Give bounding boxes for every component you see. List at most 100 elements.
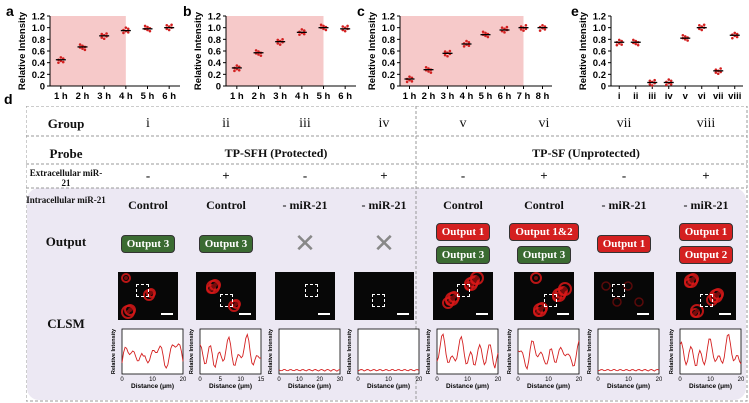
y-tick-label: 0.6 xyxy=(32,47,45,58)
data-point xyxy=(731,36,734,40)
data-point xyxy=(59,56,63,59)
scale-bar xyxy=(239,313,251,315)
profile-xtick-label: 10 xyxy=(296,377,303,383)
x-tick-label: v xyxy=(683,91,689,100)
roi-box xyxy=(457,284,470,297)
cell-core xyxy=(716,292,720,296)
profile-xtick-label: 0 xyxy=(198,377,202,383)
intracellular-value: - miR-21 xyxy=(601,198,647,212)
data-point xyxy=(102,37,106,41)
x-tick-label: 2 h xyxy=(76,91,90,100)
data-point xyxy=(126,27,130,31)
y-tick-label: 0.4 xyxy=(382,58,396,69)
panel-d-table: Group Probe Extracellular miR-21 Intrace… xyxy=(26,106,748,402)
y-tick-label: 1.2 xyxy=(208,12,221,23)
cell-signal xyxy=(124,304,136,316)
profile-ylabel: Relative Intensity xyxy=(189,328,195,374)
profile-xtick-label: 30 xyxy=(337,377,343,383)
y-tick-label: 0.8 xyxy=(32,35,45,46)
cell-signal xyxy=(448,291,460,303)
data-point xyxy=(636,43,640,47)
clsm-image xyxy=(196,272,256,320)
profile-xlabel: Distance (μm) xyxy=(446,383,489,390)
data-point xyxy=(700,28,704,32)
profile-xtick-label: 10 xyxy=(707,377,714,383)
cell-signal xyxy=(121,273,131,283)
profile-line xyxy=(278,369,341,372)
group-label: vi xyxy=(538,116,550,131)
x-tick-label: 3 h xyxy=(97,91,111,100)
x-tick-label: i xyxy=(618,91,621,100)
x-tick-label: 6 h xyxy=(498,91,512,100)
cell-signal xyxy=(470,272,484,285)
extracellular-value: + xyxy=(702,168,710,183)
data-point xyxy=(714,71,718,74)
x-tick-label: 5 h xyxy=(141,91,155,100)
output-cell: Output 3 xyxy=(108,234,188,257)
data-point xyxy=(541,24,544,27)
data-point xyxy=(257,53,260,56)
chart-a: 00.20.40.60.81.01.2 Relative Intensity 1 h… xyxy=(17,11,180,100)
no-output-icon: ✕ xyxy=(373,229,395,259)
data-point xyxy=(443,50,447,53)
output-cell: Output 1 xyxy=(584,234,664,257)
y-tick-label: 0.6 xyxy=(208,47,221,58)
group-label: iii xyxy=(299,116,311,131)
cell-signal xyxy=(634,297,644,307)
y-tick-label: 0.8 xyxy=(382,35,395,46)
roi-box xyxy=(136,284,149,297)
data-point xyxy=(146,25,149,29)
profile-xtick-label: 20 xyxy=(495,377,501,383)
data-point xyxy=(61,60,65,64)
data-point xyxy=(698,24,701,27)
row-header-group: Group xyxy=(47,116,85,131)
output-badge: Output 3 xyxy=(516,246,572,264)
profile-ylabel: Relative Intensity xyxy=(587,328,593,374)
output-cell: ✕ xyxy=(344,231,424,257)
data-point xyxy=(408,75,411,78)
output-cell: Output 3 xyxy=(186,234,266,257)
data-point xyxy=(81,47,84,50)
y-axis-label: Relative Intensity xyxy=(17,11,28,90)
data-point xyxy=(100,32,104,36)
data-point xyxy=(486,35,490,39)
row-header-extracellular: Extracellular miR-21 xyxy=(29,168,103,188)
intracellular-value: Control xyxy=(206,198,246,212)
x-tick-label: iv xyxy=(665,91,674,100)
output-cell: Output 1&2 Output 3 xyxy=(504,222,584,268)
profile-frame xyxy=(357,328,420,375)
cell-signal xyxy=(209,279,221,291)
data-point xyxy=(719,67,722,70)
extracellular-value: + xyxy=(222,168,230,183)
profile-frame xyxy=(597,328,660,375)
data-point xyxy=(235,64,239,67)
data-point xyxy=(448,49,452,53)
scale-bar xyxy=(637,313,649,315)
extracellular-value: - xyxy=(621,168,627,183)
roi-box xyxy=(700,294,713,307)
data-point xyxy=(254,49,258,52)
profile-xtick-label: 10 xyxy=(545,377,552,383)
data-point xyxy=(302,32,306,36)
output-cell: Output 1 Output 3 xyxy=(423,222,503,268)
profile-line xyxy=(679,333,742,367)
output-badge: Output 1 xyxy=(435,223,491,241)
extracellular-value: + xyxy=(380,168,388,183)
data-point xyxy=(681,33,685,37)
roi-box xyxy=(305,284,318,297)
profile-xlabel: Distance (μm) xyxy=(288,383,331,390)
cell-signal xyxy=(690,304,704,318)
data-point xyxy=(126,31,130,34)
profile-xtick-label: 20 xyxy=(656,377,662,383)
x-tick-label: 6 h xyxy=(162,91,176,100)
data-point xyxy=(543,28,547,31)
cell-core xyxy=(213,283,217,287)
y-tick-label: 0.4 xyxy=(208,58,222,69)
data-point xyxy=(505,25,509,29)
clsm-image xyxy=(433,272,493,320)
data-point xyxy=(322,24,325,28)
y-tick-label: 0.2 xyxy=(593,70,606,81)
table-border xyxy=(26,106,748,402)
